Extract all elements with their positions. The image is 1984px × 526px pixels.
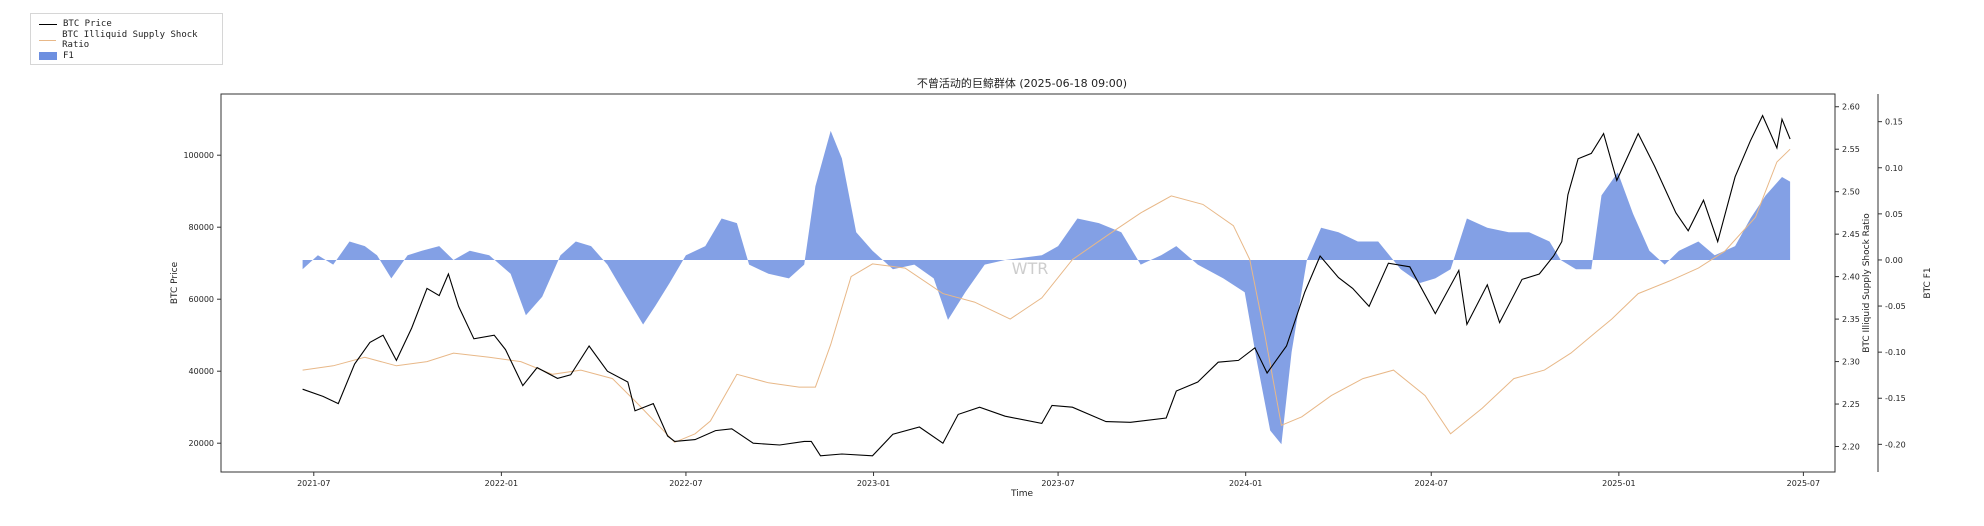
- legend-item-f1: F1: [39, 49, 74, 63]
- y-right-f1-tick-label: 0.10: [1885, 164, 1903, 173]
- y-axis-right-f1-label: BTC F1: [1923, 267, 1933, 298]
- y-left-tick-label: 40000: [189, 367, 214, 376]
- y-right-f1-tick-label: -0.05: [1885, 302, 1906, 311]
- x-tick-label: 2022-01: [485, 479, 518, 488]
- y-right-ratio-tick-label: 2.35: [1842, 315, 1860, 324]
- y-right-ratio-tick-label: 2.20: [1842, 443, 1860, 452]
- x-axis-label: Time: [1010, 489, 1033, 499]
- ratio-line: [302, 148, 1791, 443]
- y-axis-left: 20000 40000 60000 80000 100000: [183, 151, 221, 448]
- x-tick-label: 2021-07: [297, 479, 330, 488]
- plot-frame: [220, 93, 1836, 473]
- legend-label-ratio: BTC Illiquid Supply Shock Ratio: [62, 30, 198, 50]
- x-tick-label: 2024-01: [1229, 479, 1262, 488]
- x-tick-label: 2022-07: [669, 479, 702, 488]
- x-tick-label: 2023-07: [1041, 479, 1074, 488]
- legend-item-ratio: BTC Illiquid Supply Shock Ratio: [39, 30, 222, 50]
- x-tick-label: 2025-01: [1602, 479, 1635, 488]
- y-right-f1-tick-label: -0.20: [1885, 440, 1906, 449]
- y-axis-right-f1: -0.20 -0.15 -0.10 -0.05 0.00 0.05 0.10 0.15: [1877, 94, 1906, 472]
- legend-label-price: BTC Price: [63, 19, 112, 29]
- y-right-ratio-tick-label: 2.60: [1842, 103, 1860, 112]
- legend-swatch-price: [39, 23, 57, 25]
- price-line: [302, 114, 1791, 457]
- legend-swatch-f1: [39, 52, 57, 60]
- x-tick-label: 2025-07: [1787, 479, 1820, 488]
- y-axis-right-ratio: 2.20 2.25 2.30 2.35 2.40 2.45 2.50 2.55 2.60: [1835, 103, 1860, 452]
- x-axis: 2021-07 2022-01 2022-07 2023-01 2023-07 2024-…: [297, 472, 1820, 488]
- y-right-f1-tick-label: -0.15: [1885, 394, 1906, 403]
- legend-item-price: BTC Price: [39, 17, 112, 31]
- y-right-f1-tick-label: 0.15: [1885, 118, 1903, 127]
- chart-title: 不曾活动的巨鲸群体 (2025-06-18 09:00): [917, 76, 1127, 90]
- price-line-group: [302, 114, 1791, 457]
- x-tick-label: 2024-07: [1415, 479, 1448, 488]
- y-right-f1-tick-label: 0.05: [1885, 210, 1903, 219]
- y-right-ratio-tick-label: 2.55: [1842, 145, 1860, 154]
- chart-legend: BTC Price BTC Illiquid Supply Shock Rati…: [30, 13, 223, 65]
- y-right-ratio-tick-label: 2.45: [1842, 230, 1860, 239]
- y-right-ratio-tick-label: 2.50: [1842, 188, 1860, 197]
- y-left-tick-label: 20000: [189, 439, 214, 448]
- y-left-tick-label: 100000: [183, 151, 214, 160]
- watermark: WTR: [1012, 259, 1049, 278]
- y-axis-left-label: BTC Price: [170, 261, 180, 304]
- legend-swatch-ratio: [39, 39, 57, 41]
- y-right-ratio-tick-label: 2.30: [1842, 358, 1860, 367]
- ratio-line-group: [302, 148, 1791, 443]
- y-left-tick-label: 80000: [189, 223, 214, 232]
- f1-area: [302, 130, 1791, 445]
- y-left-tick-label: 60000: [189, 295, 214, 304]
- y-right-ratio-tick-label: 2.25: [1842, 400, 1860, 409]
- f1-area-group: [302, 130, 1791, 445]
- y-right-f1-tick-label: -0.10: [1885, 348, 1906, 357]
- legend-label-f1: F1: [63, 51, 74, 61]
- y-right-f1-tick-label: 0.00: [1885, 256, 1903, 265]
- x-tick-label: 2023-01: [857, 479, 890, 488]
- y-axis-right-ratio-label: BTC Illiquid Supply Shock Ratio: [1862, 213, 1872, 353]
- y-right-ratio-tick-label: 2.40: [1842, 273, 1860, 282]
